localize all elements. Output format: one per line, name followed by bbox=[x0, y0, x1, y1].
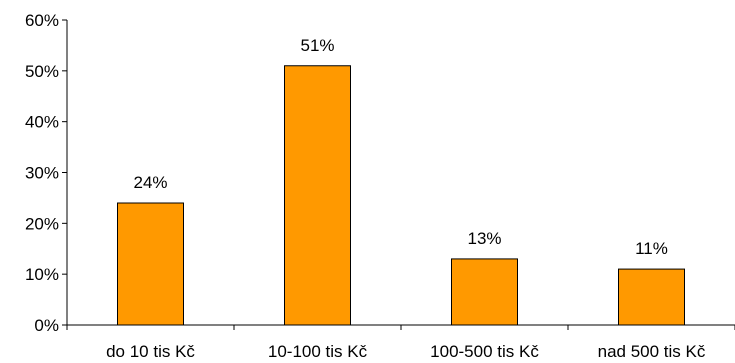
x-axis-ticks: do 10 tis Kč 10-100 tis Kč 100-500 tis Kč n… bbox=[66, 325, 735, 361]
y-tick-label: 10% bbox=[25, 265, 59, 284]
x-category-label: do 10 tis Kč bbox=[106, 342, 195, 361]
y-tick-label: 50% bbox=[25, 62, 59, 81]
y-tick-label: 0% bbox=[34, 316, 59, 335]
y-tick-label: 20% bbox=[25, 214, 59, 233]
bar bbox=[618, 268, 685, 326]
bar bbox=[117, 202, 184, 326]
bar bbox=[451, 258, 518, 326]
x-category-label: 10-100 tis Kč bbox=[268, 342, 368, 361]
data-label: 13% bbox=[467, 229, 501, 248]
data-label: 51% bbox=[300, 36, 334, 55]
y-tick-label: 60% bbox=[25, 11, 59, 30]
bar bbox=[284, 65, 351, 326]
data-label: 11% bbox=[635, 239, 668, 258]
x-category-label: nad 500 tis Kč bbox=[598, 342, 706, 361]
bars bbox=[117, 65, 685, 326]
y-tick-label: 30% bbox=[25, 164, 59, 183]
y-axis-ticks: 0% 10% 20% 30% 40% 50% 60% bbox=[25, 11, 67, 335]
data-label: 24% bbox=[133, 173, 167, 192]
x-category-label: 100-500 tis Kč bbox=[430, 342, 539, 361]
y-tick-label: 40% bbox=[25, 113, 59, 132]
data-labels: 24% 51% 13% 11% bbox=[133, 36, 667, 258]
